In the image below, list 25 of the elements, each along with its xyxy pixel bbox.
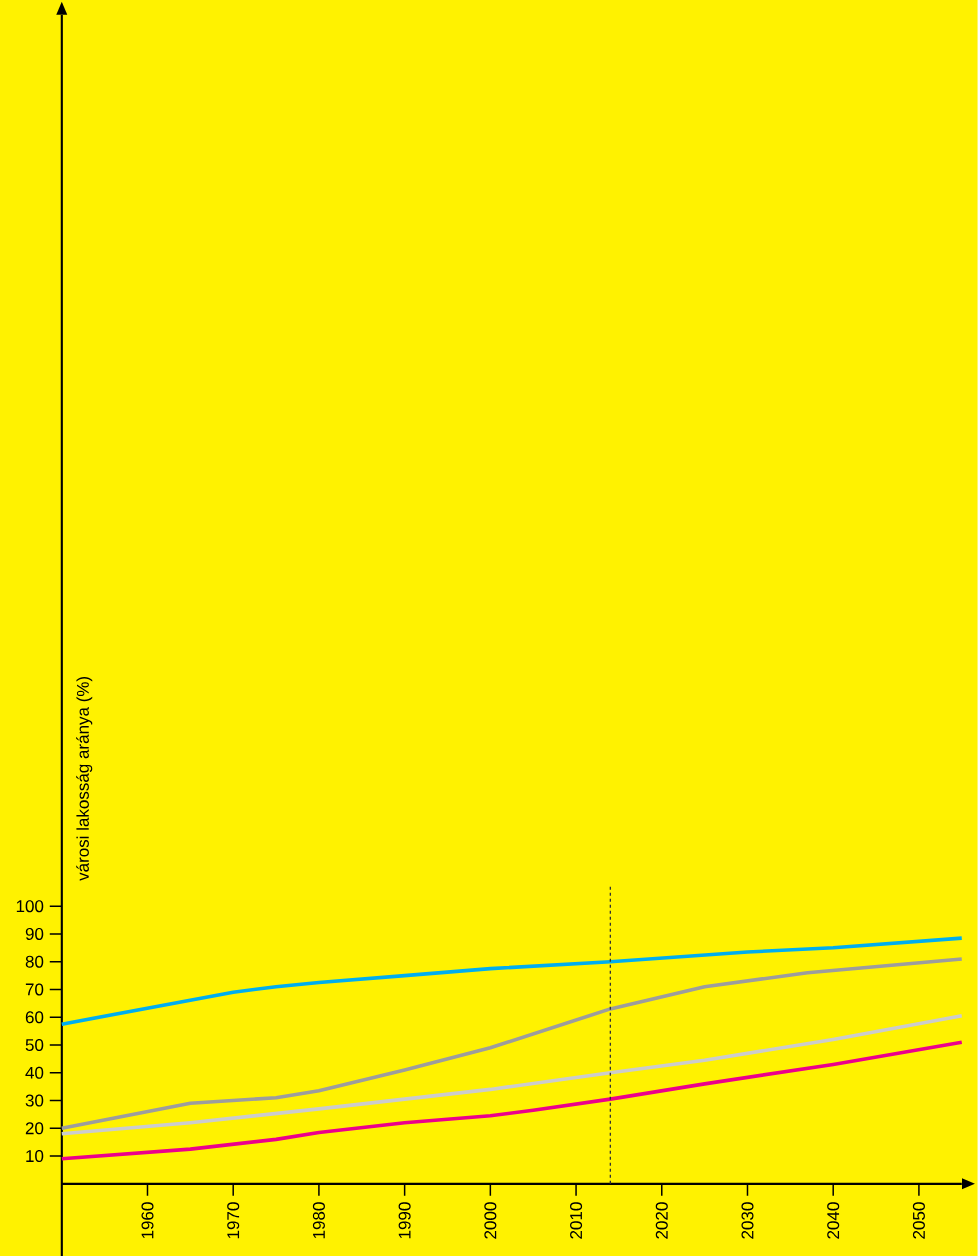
x-tick-label: 2010 (570, 1202, 583, 1239)
y-tick-label: 40 (25, 1066, 44, 1079)
x-tick-label: 2040 (827, 1202, 840, 1239)
line-series (60, 957, 964, 1131)
x-tick-label: 2030 (741, 1202, 754, 1239)
line-series (60, 1014, 964, 1136)
x-tick-label: 1960 (141, 1202, 154, 1239)
y-tick-label: 60 (25, 1011, 44, 1024)
x-tick-label: 1980 (313, 1202, 326, 1239)
y-tick-label: 10 (26, 1150, 44, 1163)
y-tick-label: 20 (25, 1122, 44, 1135)
x-tick-label: 1990 (398, 1202, 411, 1239)
y-tick-label: 90 (25, 927, 44, 940)
y-tick-label: 80 (25, 955, 44, 968)
line-series (60, 936, 964, 1026)
y-tick-label: 100 (16, 900, 44, 913)
y-tick-label: 70 (25, 983, 44, 996)
x-tick-label: 1970 (227, 1202, 240, 1239)
x-tick-label: 2050 (913, 1202, 926, 1239)
y-tick-label: 30 (25, 1094, 44, 1107)
line-series (60, 1040, 964, 1161)
y-tick-label: 50 (25, 1038, 44, 1052)
y-axis-title: városi lakosság aránya (%) (76, 676, 93, 881)
x-tick-label: 2020 (655, 1202, 668, 1239)
x-tick-label: 2000 (484, 1202, 497, 1239)
